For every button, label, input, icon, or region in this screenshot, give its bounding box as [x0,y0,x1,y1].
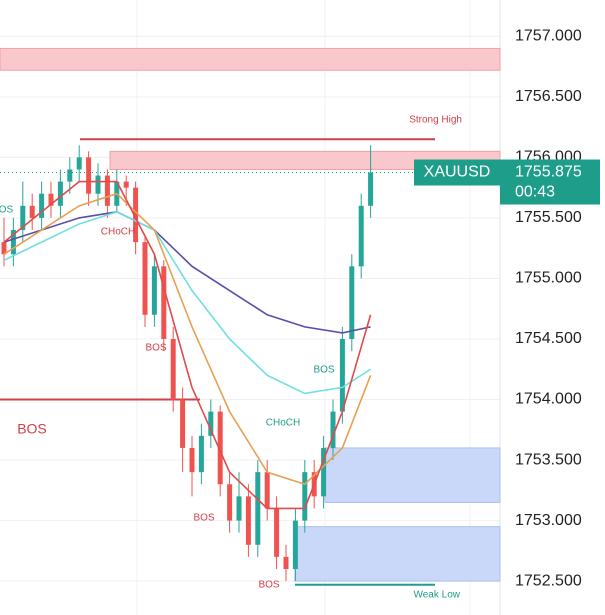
annotation: BOS [145,343,166,354]
price-badge [500,159,600,205]
annotation: BOS [313,365,334,376]
y-tick-label: 1755.500 [515,209,582,226]
symbol-badge [414,159,500,186]
candle-body [274,508,280,557]
level-label: BOS [17,421,47,437]
candle-body [330,411,336,448]
candle-body [76,157,82,170]
candle-body [86,157,92,194]
annotation: BOS [258,580,279,591]
candle-body [142,242,148,315]
y-tick-label: 1754.000 [515,391,582,408]
annotation: BOS [193,513,214,524]
zone [0,47,501,71]
moving-average [3,192,372,486]
candle-body [208,411,214,436]
y-tick-label: 1754.500 [515,330,582,347]
candle-body [349,266,355,339]
candle-body [1,242,7,255]
candle-body [123,181,129,188]
y-tick-label: 1753.500 [515,451,582,468]
candle-body [29,205,35,218]
annotation: CHoCH [266,418,300,429]
candle-body [217,411,223,485]
candle-body [339,338,345,412]
zone [324,447,501,503]
candle-body [170,338,176,400]
y-tick-label: 1756.500 [515,88,582,105]
candle-body [368,172,374,206]
annotation: OS [0,205,14,216]
y-tick-label: 1755.000 [515,270,582,287]
level-label: Strong High [409,115,462,126]
zone [294,526,501,582]
candle-body [283,556,289,569]
candle-body [264,472,270,509]
y-tick-label: 1752.500 [515,572,582,589]
moving-average [3,211,372,395]
candle-body [39,193,45,218]
y-tick-label: 1753.000 [515,512,582,529]
candle-body [133,187,139,243]
candle-body [321,447,327,497]
candle-body [198,435,204,473]
candle-body [151,266,157,315]
candle-body [67,169,73,182]
y-tick-label: 1757.000 [515,28,582,45]
candle-body [292,520,298,569]
candle-body [189,447,195,473]
candle-body [255,472,261,545]
candle-body [161,266,167,339]
candle-body [245,496,251,545]
candle-body [57,181,63,206]
moving-average [3,180,372,510]
candle-body [302,472,308,521]
candle-body [48,193,54,206]
candle-body [236,496,242,521]
candle-body [358,205,364,267]
level-label: Weak Low [413,590,460,601]
candle-body [10,230,16,255]
candle-body [104,175,110,206]
candle-body [180,399,186,448]
last-price: 1755.875 [515,164,582,181]
candle-body [95,175,101,194]
annotation: CHoCH [101,227,135,238]
candle-body [20,205,26,231]
moving-average [3,211,371,334]
candle-body [227,484,233,521]
countdown: 00:43 [515,184,555,201]
symbol: XAUUSD [424,164,491,181]
